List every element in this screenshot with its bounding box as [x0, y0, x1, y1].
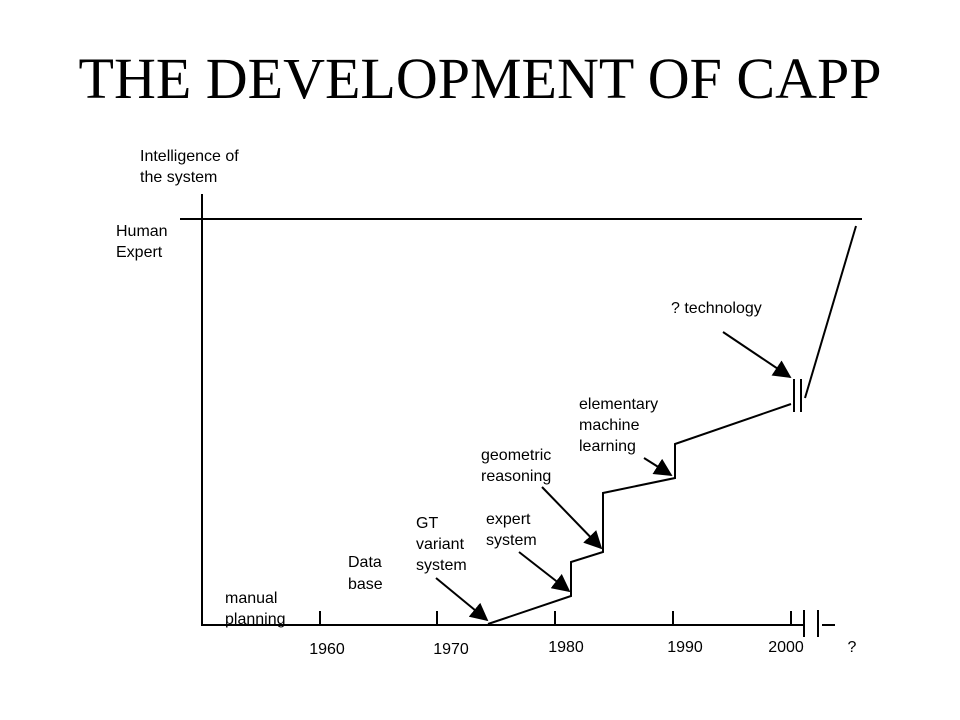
arrow-gt-variant	[435, 577, 489, 622]
tick-label-1970: 1970	[433, 641, 469, 658]
stage-gt-variant-line2: variant	[416, 536, 465, 553]
tick-label-unknown: ?	[848, 639, 857, 656]
tick-label-1980: 1980	[548, 639, 584, 656]
tick-label-1990: 1990	[667, 639, 703, 656]
human-expert-label-line2: Expert	[116, 244, 163, 261]
arrow-technology	[722, 331, 792, 379]
development-curve	[487, 403, 792, 625]
human-expert-label-line1: Human	[116, 223, 168, 240]
stage-geometric-reasoning-line2: reasoning	[481, 468, 551, 485]
y-axis-label-line2: the system	[140, 169, 217, 186]
stage-gt-variant-line1: GT	[416, 515, 438, 532]
stage-expert-system-line2: system	[486, 532, 537, 549]
stage-data-base-line1: Data	[348, 554, 382, 571]
stage-machine-learning-line2: machine	[579, 417, 640, 434]
page-title: THE DEVELOPMENT OF CAPP	[79, 46, 882, 111]
future-curve	[804, 225, 857, 399]
tick-label-1960: 1960	[309, 641, 345, 658]
arrow-geometric-reasoning	[541, 486, 603, 550]
arrow-machine-learning	[643, 457, 673, 476]
stage-machine-learning-line3: learning	[579, 438, 636, 455]
stage-technology-label: ? technology	[671, 300, 762, 317]
arrow-expert-system	[518, 551, 571, 593]
stage-gt-variant-line3: system	[416, 557, 467, 574]
stage-machine-learning-line1: elementary	[579, 396, 658, 413]
stage-manual-planning-line1: manual	[225, 590, 277, 607]
y-axis-label-line1: Intelligence of	[140, 148, 239, 165]
stage-expert-system-line1: expert	[486, 511, 531, 528]
stage-manual-planning-line2: planning	[225, 611, 286, 628]
tick-label-2000: 2000	[768, 639, 804, 656]
stage-data-base-line2: base	[348, 576, 383, 593]
stage-geometric-reasoning-line1: geometric	[481, 447, 551, 464]
